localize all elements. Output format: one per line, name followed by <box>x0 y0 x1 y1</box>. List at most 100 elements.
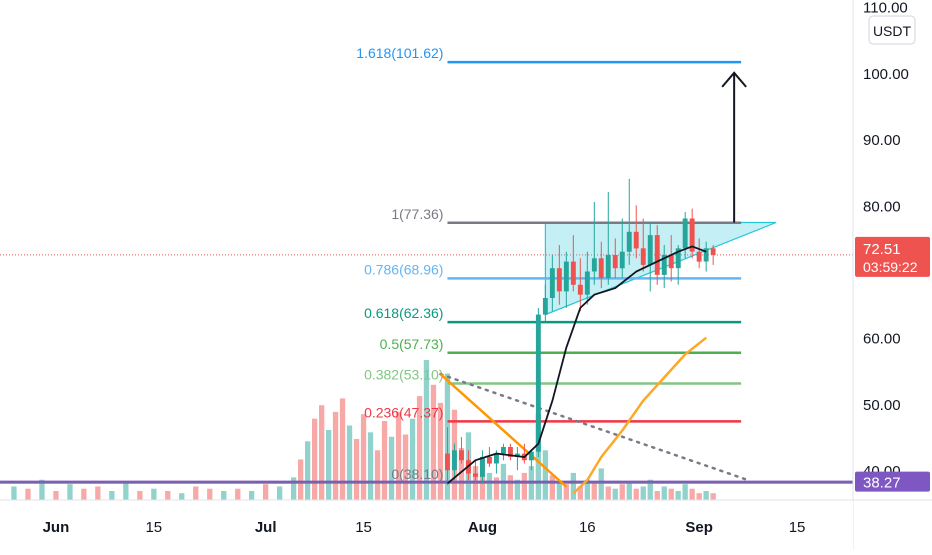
quote-currency-label: USDT <box>873 23 912 39</box>
volume-bar <box>682 484 688 500</box>
candle-body <box>542 298 548 315</box>
volume-bar <box>661 486 667 500</box>
fib-level-label: 0(38.10) <box>391 466 443 482</box>
bar-countdown: 03:59:22 <box>863 259 918 275</box>
candle-body <box>612 255 618 269</box>
volume-bar <box>507 475 513 500</box>
volume-bar <box>326 430 332 500</box>
low-price-tag <box>855 471 930 492</box>
price-tick-label: 50.00 <box>863 397 901 414</box>
volume-bar <box>584 479 590 500</box>
volume-bar <box>298 459 304 500</box>
time-tick-label: 15 <box>789 519 806 536</box>
price-tick-label: 110.00 <box>863 0 908 17</box>
volume-bar <box>486 472 493 500</box>
volume-bar <box>556 481 562 500</box>
fib-level-label: 1.618(101.62) <box>356 45 443 61</box>
volume-bar <box>493 477 500 500</box>
candle-body <box>696 251 702 262</box>
volume-bar <box>207 488 213 500</box>
candle-body <box>626 231 632 252</box>
volume-bar <box>633 488 639 500</box>
candle-body <box>501 447 506 454</box>
volume-bar <box>626 481 632 500</box>
volume-bar <box>619 484 625 500</box>
candle-body <box>577 284 583 295</box>
candle-body <box>584 271 590 295</box>
volume-bar <box>612 488 618 500</box>
candle-body <box>605 255 611 279</box>
volume-bar <box>25 488 31 500</box>
low-price-value: 38.27 <box>863 475 901 492</box>
time-axis-background <box>0 500 853 550</box>
volume-bar <box>235 488 241 500</box>
volume-bar <box>402 434 409 500</box>
volume-bar <box>381 421 388 500</box>
candle-body <box>654 235 660 275</box>
volume-bar <box>395 411 402 500</box>
volume-bars <box>11 360 716 500</box>
volume-bar <box>221 491 227 500</box>
volume-bar <box>319 405 325 500</box>
candle-body <box>563 261 569 292</box>
candle-body <box>570 261 576 285</box>
moving-average-line <box>446 245 707 485</box>
price-axis: 40.0050.0060.0080.0090.00100.00110.00USD… <box>852 0 932 550</box>
fib-level-label: 0.236(47.37) <box>364 404 443 420</box>
volume-bar <box>458 448 465 500</box>
candle-body <box>445 453 450 471</box>
dotted-trendline <box>439 372 750 482</box>
target-arrow-head <box>721 71 747 88</box>
volume-bar <box>249 491 255 500</box>
fib-level-label: 0.618(62.36) <box>364 305 443 321</box>
volume-bar <box>374 450 381 500</box>
volume-bar <box>11 486 17 500</box>
volume-bar <box>598 468 604 500</box>
candle-body <box>459 450 464 461</box>
candle-body <box>640 248 646 265</box>
candle-body <box>528 451 534 461</box>
candle-body <box>689 218 695 252</box>
volume-bar <box>353 439 360 500</box>
volume-bar <box>409 418 416 500</box>
volume-bar <box>137 491 143 500</box>
candle-body <box>591 258 597 272</box>
volume-bar <box>696 493 702 500</box>
orange-curve <box>572 336 707 495</box>
volume-bar <box>165 491 171 500</box>
candle-body <box>619 251 625 269</box>
candle-body <box>452 450 457 471</box>
candle-body <box>473 473 478 477</box>
volume-bar <box>277 486 283 500</box>
time-tick-label: Aug <box>468 519 497 536</box>
volume-bar <box>668 488 674 500</box>
last-price-tag <box>855 236 930 277</box>
time-tick-label: Jun <box>43 519 70 536</box>
volume-bar <box>514 479 520 500</box>
volume-bar <box>179 493 185 500</box>
volume-bar <box>703 491 709 500</box>
volume-bar <box>81 488 87 500</box>
time-tick-label: 15 <box>145 519 162 536</box>
candle-body <box>710 248 716 255</box>
price-tick-label: 90.00 <box>863 132 901 149</box>
candle-body <box>703 248 709 262</box>
candle-body <box>535 314 541 452</box>
fib-level-label: 0.382(53.10) <box>364 366 443 382</box>
price-tick-label: 100.00 <box>863 66 909 83</box>
candle-body <box>487 457 492 464</box>
volume-bar <box>570 472 576 500</box>
volume-bar <box>332 411 339 500</box>
time-tick-label: Sep <box>685 519 713 536</box>
fib-level-label: 0.786(68.96) <box>364 261 443 277</box>
volume-bar <box>640 486 646 500</box>
volume-bar <box>647 479 653 500</box>
candle-body <box>668 255 674 269</box>
volume-bar <box>416 396 423 500</box>
volume-bar <box>95 486 101 500</box>
volume-bar <box>109 491 115 500</box>
volume-bar <box>388 436 395 500</box>
candle-body <box>480 457 485 477</box>
